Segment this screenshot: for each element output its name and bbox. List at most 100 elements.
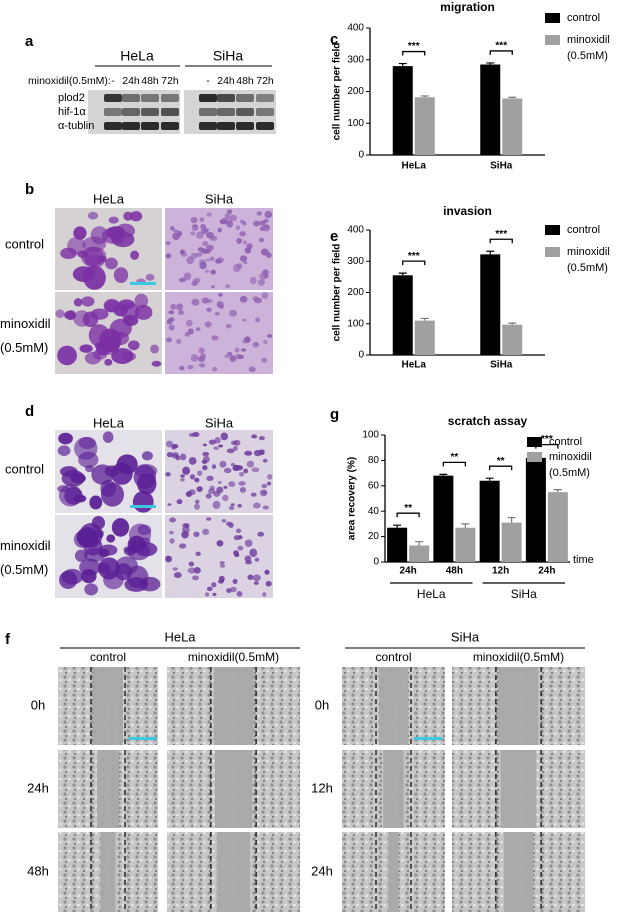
stained-cell bbox=[79, 344, 93, 353]
lane-label: - bbox=[206, 75, 210, 87]
stained-cell bbox=[244, 539, 253, 547]
stained-cell bbox=[251, 434, 258, 439]
stained-cell bbox=[253, 581, 259, 585]
stained-cell bbox=[234, 353, 242, 360]
stained-cell bbox=[226, 209, 233, 214]
bar bbox=[392, 275, 413, 355]
bar bbox=[409, 545, 430, 562]
cell-line-label: SiHa bbox=[213, 48, 244, 64]
error-bar bbox=[393, 524, 402, 528]
column-label: SiHa bbox=[205, 415, 234, 430]
scratch-gap bbox=[93, 667, 123, 745]
stained-cell bbox=[57, 445, 71, 456]
micrograph bbox=[165, 515, 273, 598]
stained-cell bbox=[151, 360, 162, 367]
significance-bracket bbox=[489, 238, 513, 244]
stained-cell bbox=[89, 495, 103, 510]
column-label: control bbox=[375, 650, 411, 664]
stained-cell bbox=[239, 295, 248, 303]
stained-cell bbox=[104, 358, 113, 366]
stained-cell bbox=[246, 243, 253, 250]
stained-cell bbox=[219, 218, 228, 225]
stained-cell bbox=[219, 564, 226, 568]
panel-label: e bbox=[330, 228, 338, 245]
stained-cell bbox=[265, 580, 272, 587]
bar bbox=[433, 475, 454, 562]
stained-cell bbox=[111, 462, 133, 485]
stained-cell bbox=[235, 225, 241, 231]
stained-cell bbox=[167, 503, 172, 506]
stained-cell bbox=[205, 493, 212, 499]
stained-cell bbox=[115, 556, 139, 575]
legend-label: control bbox=[567, 12, 601, 24]
stained-cell bbox=[194, 499, 200, 505]
error-bar bbox=[461, 523, 470, 528]
stained-cell bbox=[84, 254, 105, 269]
stained-cell bbox=[245, 560, 252, 565]
stained-cell bbox=[262, 505, 270, 510]
stained-cell bbox=[211, 582, 217, 588]
stained-cell bbox=[230, 503, 235, 507]
blot-band bbox=[141, 108, 159, 116]
stained-cell bbox=[252, 574, 261, 582]
bar bbox=[502, 98, 523, 155]
legend-swatch bbox=[527, 452, 542, 462]
scratch-gap bbox=[383, 750, 404, 828]
stained-cell bbox=[225, 323, 232, 329]
blot-band bbox=[141, 94, 159, 102]
stained-cell bbox=[109, 331, 130, 346]
y-tick-label: 300 bbox=[347, 54, 364, 65]
stained-cell bbox=[231, 440, 237, 445]
stained-cell bbox=[201, 460, 208, 464]
stained-cell bbox=[176, 303, 184, 311]
blot-band bbox=[104, 122, 122, 130]
y-tick-label: 80 bbox=[368, 455, 380, 466]
row-label: control bbox=[5, 236, 44, 251]
bar bbox=[387, 527, 408, 562]
stained-cell bbox=[90, 308, 109, 320]
stained-cell bbox=[206, 307, 212, 312]
lane-label: 72h bbox=[161, 75, 179, 87]
stained-cell bbox=[103, 298, 120, 313]
stained-cell bbox=[166, 318, 173, 325]
stained-cell bbox=[176, 499, 183, 505]
error-bar bbox=[507, 516, 516, 523]
stained-cell bbox=[211, 464, 217, 469]
stained-cell bbox=[178, 277, 186, 283]
stained-cell bbox=[259, 272, 268, 280]
legend-label: minoxidil (0.5mM) bbox=[567, 246, 610, 274]
stained-cell bbox=[239, 486, 247, 493]
stained-cell bbox=[220, 432, 229, 441]
stained-cell bbox=[185, 319, 193, 327]
error-bar bbox=[398, 272, 407, 276]
stained-cell bbox=[165, 253, 172, 259]
stained-cell bbox=[239, 231, 246, 237]
stained-cell bbox=[134, 305, 153, 320]
stained-cell bbox=[178, 543, 187, 549]
stained-cell bbox=[172, 229, 179, 233]
stained-cell bbox=[55, 309, 65, 318]
stained-cell bbox=[262, 224, 270, 232]
x-tick-label: SiHa bbox=[490, 360, 513, 371]
stained-cell bbox=[123, 546, 134, 553]
legend-label: control bbox=[567, 224, 601, 236]
y-tick-label: 300 bbox=[347, 256, 364, 267]
bar bbox=[479, 480, 500, 562]
stained-cell bbox=[168, 310, 175, 315]
stained-cell bbox=[230, 586, 237, 593]
stained-cell bbox=[198, 259, 206, 265]
row-label: 0h bbox=[315, 697, 329, 712]
scratch-gap bbox=[388, 832, 399, 912]
stained-cell bbox=[258, 237, 265, 243]
stained-cell bbox=[187, 567, 196, 574]
error-bar bbox=[485, 477, 494, 481]
blot-band bbox=[199, 122, 217, 130]
y-tick-label: 100 bbox=[362, 430, 379, 441]
stained-cell bbox=[165, 472, 171, 477]
stained-cell bbox=[237, 503, 242, 508]
category-group-label: SiHa bbox=[511, 587, 537, 601]
stained-cell bbox=[73, 298, 83, 307]
y-tick-label: 100 bbox=[347, 318, 364, 329]
stained-cell bbox=[188, 456, 197, 465]
